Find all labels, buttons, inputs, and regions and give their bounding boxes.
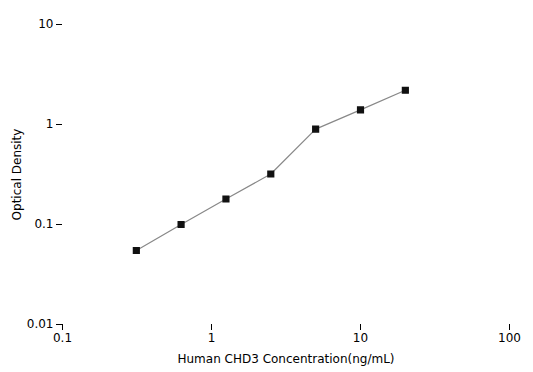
svg-text:0.01: 0.01 [27,317,54,331]
svg-text:0.1: 0.1 [34,217,53,231]
svg-text:10: 10 [38,17,53,31]
svg-text:0.1: 0.1 [53,331,72,345]
svg-text:Human CHD3 Concentration(ng/mL: Human CHD3 Concentration(ng/mL) [177,352,394,366]
svg-text:Optical Density: Optical Density [10,129,24,221]
svg-text:1: 1 [46,117,54,131]
svg-text:10: 10 [353,331,368,345]
svg-text:1: 1 [208,331,216,345]
svg-text:100: 100 [498,331,521,345]
